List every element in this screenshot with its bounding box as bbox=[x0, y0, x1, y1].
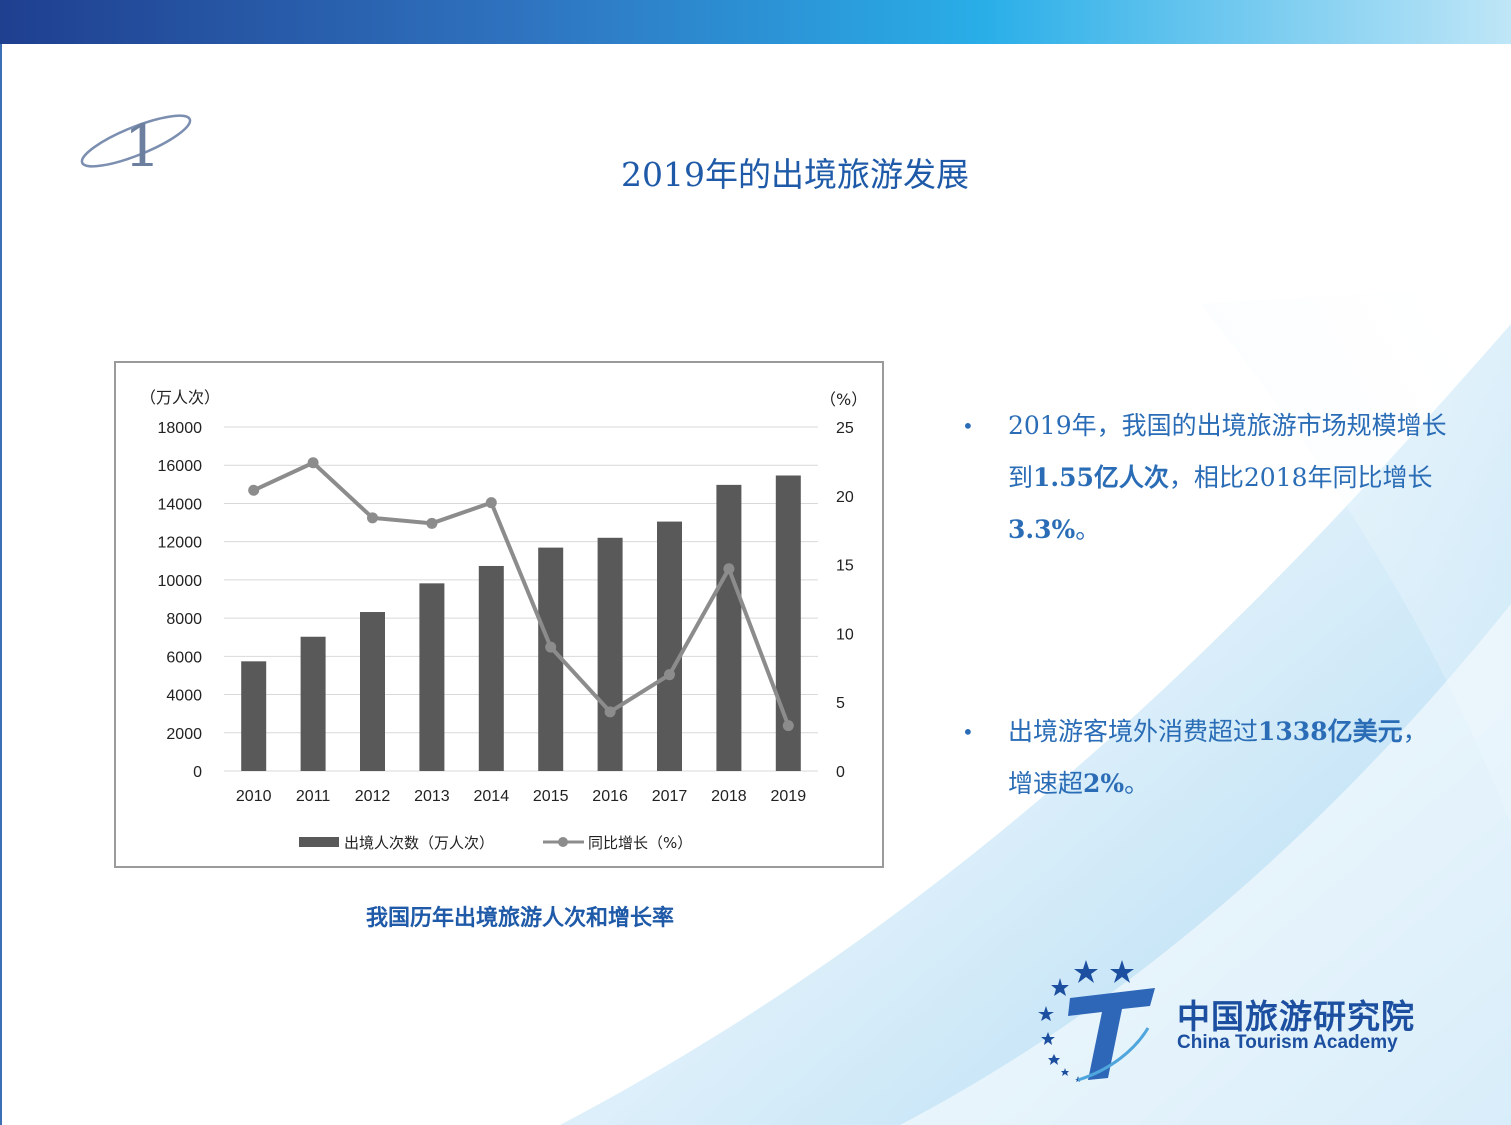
right-axis-tick-label: 20 bbox=[836, 489, 854, 506]
bar-2010 bbox=[241, 661, 267, 771]
left-axis-tick-label: 16000 bbox=[158, 458, 203, 475]
growth-rate-point-2011 bbox=[307, 457, 319, 469]
x-axis-tick-label: 2014 bbox=[474, 788, 510, 805]
bar-2014 bbox=[478, 565, 504, 771]
legend-bar-label: 出境人次数（万人次） bbox=[344, 834, 494, 852]
slide-number: 1 bbox=[80, 112, 192, 178]
growth-rate-point-2019 bbox=[782, 720, 794, 732]
top-banner bbox=[0, 0, 1511, 44]
bar-2015 bbox=[538, 547, 564, 771]
bar-2013 bbox=[419, 583, 445, 771]
left-axis-tick-label: 14000 bbox=[158, 496, 203, 513]
bullet-1-seg-1: 2019年，我国的出境旅游市场规模增长到 bbox=[1008, 411, 1447, 492]
right-axis-tick-label: 0 bbox=[836, 764, 845, 781]
chart-caption: 我国历年出境旅游人次和增长率 bbox=[365, 905, 674, 931]
legend-line-marker bbox=[558, 837, 568, 847]
right-axis-tick-label: 25 bbox=[836, 420, 854, 437]
chart-legend: 出境人次数（万人次） 同比增长（%） bbox=[299, 834, 692, 852]
left-border bbox=[0, 44, 2, 1125]
bar-2017 bbox=[657, 521, 682, 771]
bullet-2-seg-1: 出境游客境外消费超过 bbox=[1008, 717, 1259, 746]
x-axis-tick-label: 2012 bbox=[355, 788, 391, 805]
x-axis-tick-label: 2011 bbox=[296, 788, 331, 805]
logo-name-en: China Tourism Academy bbox=[1177, 1032, 1398, 1053]
legend-bar-swatch bbox=[299, 837, 339, 847]
left-axis-tick-label: 4000 bbox=[166, 688, 202, 705]
background-swoosh bbox=[560, 284, 1511, 1125]
left-axis-tick-label: 18000 bbox=[158, 420, 203, 437]
slide-number-text: 1 bbox=[124, 112, 161, 178]
growth-rate-point-2015 bbox=[545, 641, 557, 653]
x-axis-tick-label: 2018 bbox=[711, 788, 747, 805]
bullet-2-text: 出境游客境外消费超过1338亿美元，增速超2%。 bbox=[1008, 717, 1428, 798]
bullet-1-seg-2: 1.55亿人次 bbox=[1033, 463, 1169, 492]
left-axis-tick-label: 6000 bbox=[166, 649, 202, 666]
bullet-2-seg-5: 。 bbox=[1124, 769, 1150, 798]
growth-rate-point-2018 bbox=[723, 563, 735, 575]
growth-rate-point-2014 bbox=[485, 497, 497, 509]
bullet-1-seg-3: ，相比2018年同比增长 bbox=[1168, 463, 1433, 492]
x-axis-tick-label: 2015 bbox=[533, 788, 569, 805]
left-axis-unit: （万人次） bbox=[140, 388, 220, 407]
x-axis-tick-label: 2010 bbox=[236, 788, 272, 805]
left-axis-tick-label: 0 bbox=[193, 764, 202, 781]
logo: 中国旅游研究院 China Tourism Academy bbox=[1030, 958, 1450, 1088]
page-title: 2019年的出境旅游发展 bbox=[621, 155, 969, 194]
growth-rate-point-2017 bbox=[664, 669, 675, 681]
left-axis-tick-label: 2000 bbox=[166, 726, 202, 743]
logo-emblem-icon bbox=[1038, 960, 1155, 1082]
bullet-2-seg-3: ，增速超 bbox=[1008, 717, 1428, 798]
growth-rate-point-2010 bbox=[248, 484, 260, 496]
x-axis-tick-label: 2016 bbox=[592, 788, 628, 805]
bar-2018 bbox=[716, 484, 742, 771]
left-axis-tick-label: 10000 bbox=[158, 573, 203, 590]
growth-rate-point-2016 bbox=[604, 706, 616, 718]
chart-frame: （万人次） （%） 0 2000 4000 6000 8000 10000 12000 140… bbox=[114, 361, 884, 868]
right-axis-tick-label: 5 bbox=[836, 695, 845, 712]
bullet-2-seg-2: 1338亿美元 bbox=[1258, 717, 1403, 746]
bullet-1: • 2019年，我国的出境旅游市场规模增长到1.55亿人次，相比2018年同比增… bbox=[962, 400, 1468, 556]
growth-rate-line bbox=[252, 460, 791, 727]
bullet-2-seg-4: 2% bbox=[1083, 769, 1125, 798]
legend-line-label: 同比增长（%） bbox=[588, 834, 692, 852]
bullet-2-marker: • bbox=[962, 720, 974, 744]
combo-chart: （万人次） （%） 0 2000 4000 6000 8000 10000 12000 140… bbox=[140, 388, 867, 852]
x-axis-tick-label: 2019 bbox=[771, 788, 807, 805]
bar-2012 bbox=[360, 612, 385, 771]
right-axis-unit: （%） bbox=[820, 390, 867, 409]
bar-2011 bbox=[300, 636, 326, 771]
bar-2016 bbox=[597, 537, 623, 771]
left-axis-tick-label: 12000 bbox=[158, 535, 203, 552]
bullet-1-seg-5: 。 bbox=[1075, 515, 1101, 544]
bullet-2: • 出境游客境外消费超过1338亿美元，增速超2%。 bbox=[962, 706, 1448, 810]
right-axis-tick-label: 10 bbox=[836, 626, 854, 643]
x-axis-tick-label: 2017 bbox=[652, 788, 688, 805]
x-axis-tick-label: 2013 bbox=[414, 788, 450, 805]
left-axis-tick-label: 8000 bbox=[166, 611, 202, 628]
right-axis-tick-label: 15 bbox=[836, 558, 854, 575]
bullet-1-text: 2019年，我国的出境旅游市场规模增长到1.55亿人次，相比2018年同比增长 3… bbox=[1008, 411, 1447, 544]
bullet-1-seg-4: 3.3% bbox=[1008, 515, 1076, 544]
growth-rate-point-2012 bbox=[367, 512, 378, 524]
bullet-1-marker: • bbox=[962, 414, 974, 438]
growth-rate-point-2013 bbox=[426, 517, 438, 529]
logo-name-cn: 中国旅游研究院 bbox=[1177, 997, 1415, 1036]
